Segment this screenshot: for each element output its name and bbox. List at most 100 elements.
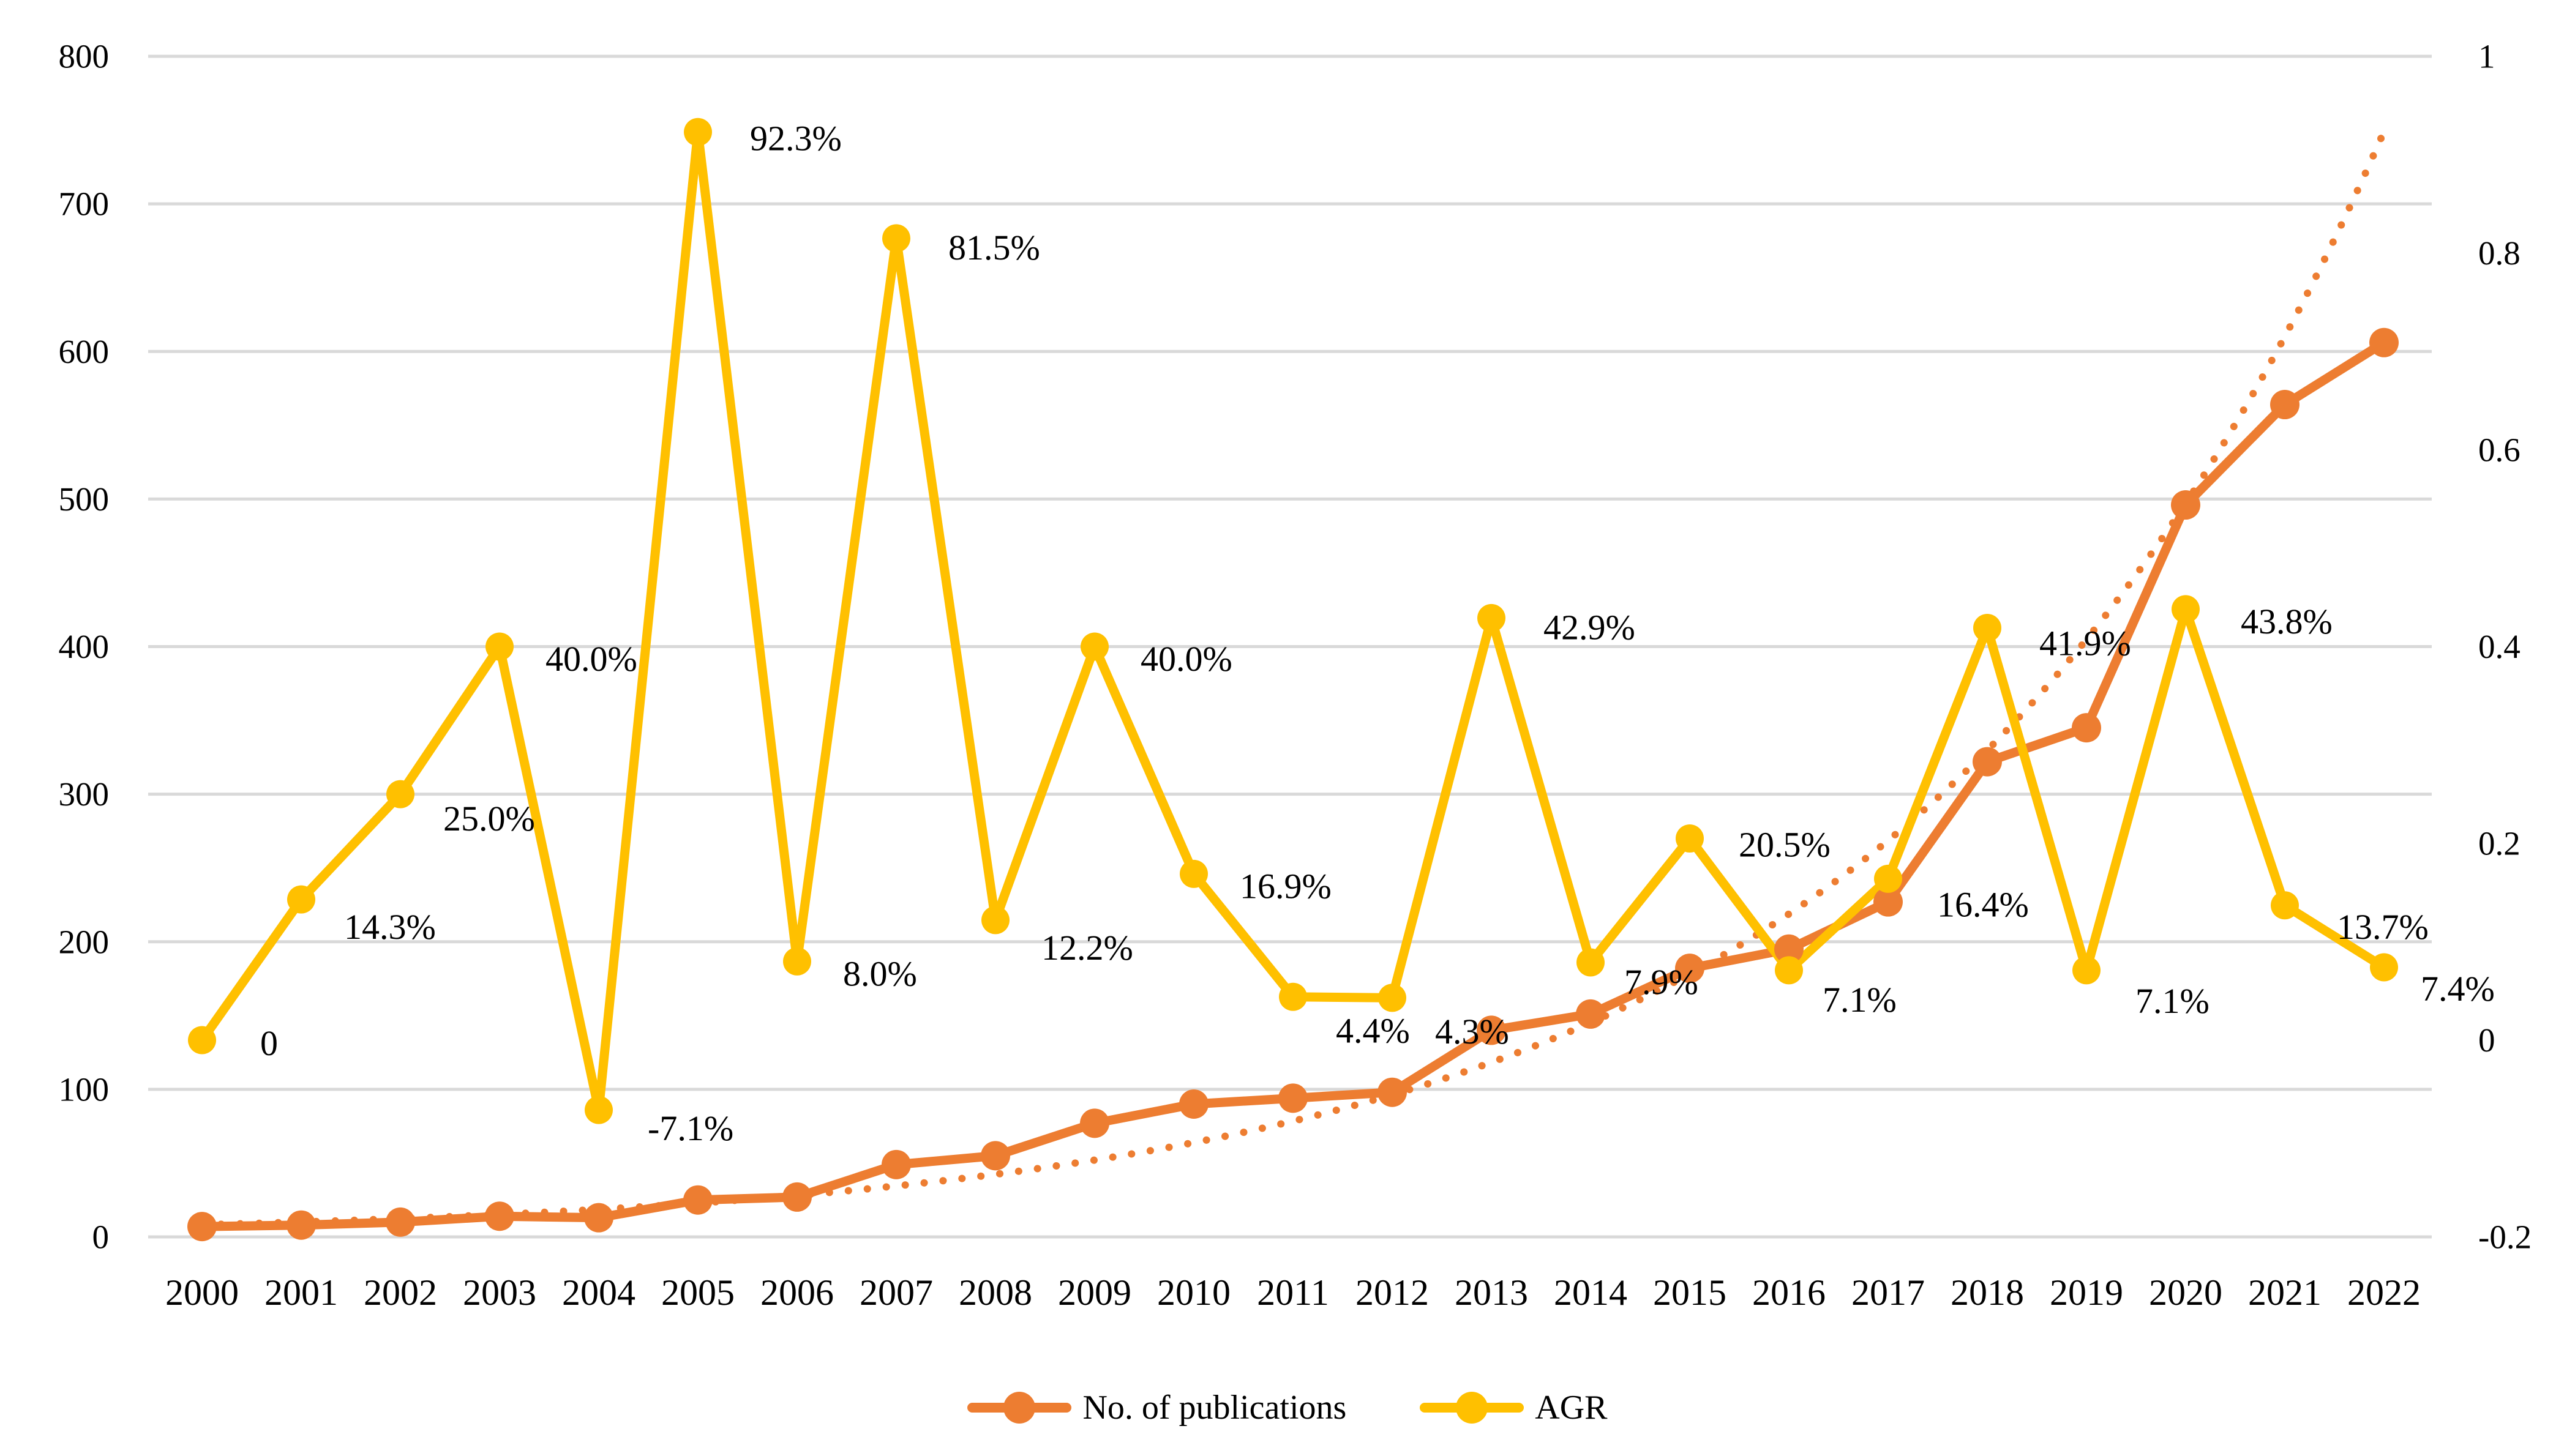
legend-item-agr: AGR — [1420, 1388, 1608, 1427]
x-axis-tick-label: 2008 — [959, 1272, 1032, 1313]
agr-marker — [1576, 948, 1605, 977]
legend-label-agr: AGR — [1535, 1389, 1608, 1427]
agr-marker — [684, 118, 712, 146]
x-axis-tick-label: 2004 — [562, 1272, 635, 1313]
agr-marker — [2072, 956, 2101, 985]
publications-marker — [683, 1185, 713, 1215]
publications-marker — [882, 1149, 911, 1179]
right-axis-tick-label: 0.4 — [2478, 628, 2521, 665]
right-axis-tick-label: -0.2 — [2478, 1219, 2532, 1256]
x-axis-tick-label: 2005 — [661, 1272, 735, 1313]
left-axis-tick-label: 100 — [59, 1070, 110, 1108]
x-axis-tick-label: 2020 — [2149, 1272, 2222, 1313]
agr-data-label: 40.0% — [1141, 639, 1232, 679]
x-axis-tick-label: 2016 — [1752, 1272, 1826, 1313]
agr-data-label: 16.9% — [1240, 866, 1332, 906]
agr-marker — [188, 1026, 216, 1055]
publications-marker — [1080, 1108, 1109, 1138]
x-axis-tick-label: 2014 — [1554, 1272, 1627, 1313]
agr-data-label: 13.7% — [2337, 907, 2429, 947]
publications-marker — [386, 1207, 415, 1237]
agr-marker — [1180, 859, 1208, 888]
x-axis-tick-label: 2022 — [2347, 1272, 2421, 1313]
x-axis-tick-label: 2018 — [1951, 1272, 2024, 1313]
left-axis-tick-label: 400 — [59, 628, 110, 665]
x-axis-tick-label: 2007 — [860, 1272, 933, 1313]
publications-marker — [1973, 747, 2002, 777]
agr-data-label: 42.9% — [1543, 607, 1635, 647]
agr-data-label: 43.8% — [2241, 602, 2333, 641]
agr-data-label: 7.1% — [1823, 980, 1897, 1020]
publications-marker — [1675, 954, 1704, 984]
left-axis-tick-label: 700 — [59, 185, 110, 223]
left-axis-tick-label: 600 — [59, 333, 110, 370]
agr-data-label: 41.9% — [2039, 623, 2131, 663]
publications-legend-marker-icon — [967, 1392, 1072, 1424]
agr-marker — [2271, 891, 2299, 920]
x-axis-tick-label: 2021 — [2248, 1272, 2322, 1313]
right-axis-tick-label: 0.6 — [2478, 431, 2521, 469]
publications-marker — [2072, 713, 2101, 743]
agr-marker — [1279, 982, 1307, 1011]
agr-data-label: 14.3% — [344, 907, 436, 947]
agr-marker — [882, 224, 910, 253]
agr-marker — [981, 906, 1010, 935]
x-axis-tick-label: 2000 — [165, 1272, 239, 1313]
agr-line — [198, 127, 2386, 1115]
agr-marker — [485, 632, 514, 661]
x-axis-tick-label: 2015 — [1653, 1272, 1726, 1313]
agr-data-label: 4.4% — [1336, 1010, 1410, 1050]
agr-data-label: 16.4% — [1937, 884, 2029, 924]
agr-data-label: 20.5% — [1739, 824, 1831, 864]
agr-data-label: 25.0% — [443, 799, 535, 838]
legend-label-publications: No. of publications — [1082, 1389, 1347, 1427]
agr-marker — [1973, 613, 2001, 642]
legend-item-publications: No. of publications — [967, 1388, 1346, 1427]
agr-data-label: 12.2% — [1041, 928, 1133, 968]
agr-data-label: 4.3% — [1435, 1012, 1509, 1051]
publications-marker — [2369, 327, 2399, 357]
agr-data-label: 7.4% — [2421, 969, 2495, 1009]
publications-legend-dot-icon — [1003, 1392, 1036, 1424]
publications-marker — [981, 1141, 1010, 1171]
left-axis-tick-label: 200 — [59, 923, 110, 960]
publications-marker — [2270, 390, 2300, 420]
legend: No. of publications AGR — [0, 1371, 2575, 1444]
agr-data-label: 92.3% — [750, 118, 842, 158]
agr-legend-marker-icon — [1420, 1392, 1524, 1424]
agr-marker — [386, 780, 414, 808]
x-axis-tick-label: 2010 — [1157, 1272, 1231, 1313]
publications-marker — [584, 1203, 613, 1233]
publications-marker — [1774, 934, 1804, 964]
publications-trendline — [198, 127, 2388, 1229]
right-axis-tick-label: 0 — [2478, 1021, 2495, 1059]
agr-marker — [1874, 864, 1902, 893]
publications-marker — [1278, 1083, 1308, 1113]
agr-marker — [1378, 984, 1406, 1012]
agr-marker — [585, 1096, 613, 1124]
x-axis-tick-label: 2003 — [463, 1272, 536, 1313]
agr-marker — [783, 947, 811, 976]
agr-marker — [287, 885, 315, 914]
x-axis-tick-label: 2017 — [1851, 1272, 1925, 1313]
agr-data-label: 81.5% — [948, 228, 1040, 267]
right-axis-tick-label: 1 — [2478, 38, 2495, 75]
x-axis-tick-label: 2001 — [264, 1272, 338, 1313]
left-axis-tick-label: 800 — [59, 38, 110, 75]
agr-marker — [1081, 632, 1109, 661]
publications-marker — [287, 1210, 316, 1240]
right-axis-tick-label: 0.8 — [2478, 234, 2521, 272]
publications-marker — [187, 1212, 217, 1242]
agr-marker — [2370, 953, 2398, 982]
left-axis-tick-label: 300 — [59, 775, 110, 813]
x-axis-tick-label: 2006 — [760, 1272, 834, 1313]
publications-marker — [1576, 999, 1605, 1029]
publications-marker — [1873, 887, 1903, 917]
x-axis-tick-label: 2002 — [364, 1272, 437, 1313]
agr-marker — [1676, 824, 1704, 853]
agr-data-label: 7.1% — [2135, 981, 2210, 1021]
agr-legend-dot-icon — [1456, 1392, 1488, 1424]
agr-data-label: -7.1% — [648, 1108, 733, 1148]
